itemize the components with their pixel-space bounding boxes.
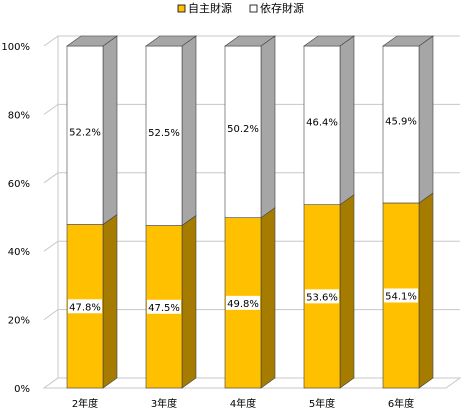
y-tick-label: 100% [1,42,30,53]
bar-dependent-revenue [303,45,341,205]
x-tick-label: 5年度 [309,397,335,410]
data-label-bg [147,299,181,314]
data-label-dependent-revenue: 45.9% [385,116,417,127]
y-tick-label: 40% [8,247,30,258]
bar-top-face [382,35,434,47]
y-tick-label: 0% [14,384,30,395]
data-label-dependent-revenue: 50.2% [227,124,259,135]
x-tick-label: 4年度 [230,397,256,410]
legend-label: 依存財源 [260,1,304,15]
legend: 自主財源 依存財源 [177,1,304,15]
bar-dependent-revenue [66,45,104,225]
bar-side-dependent-revenue [181,35,197,227]
bar-top-face [145,35,197,47]
bar-dependent-revenue [382,45,420,204]
bar-dependent-revenue [224,45,262,218]
y-tick-label: 20% [8,316,30,327]
bars: 47.8% 52.2% 47.5% 52.5% 49.8% 50.2% 53.6% 46.4%… [66,35,434,389]
bar-side-dependent-revenue [260,35,276,219]
bar-side-own-revenue [260,207,276,389]
data-label-own-revenue: 47.8% [69,302,101,313]
bar-side-dependent-revenue [418,35,434,204]
data-label-bg [226,295,260,310]
bar-side-own-revenue [181,214,197,389]
legend-swatch [249,4,258,13]
x-tick-label: 6年度 [388,397,414,410]
bar-side-dependent-revenue [339,35,355,206]
bar-side-own-revenue [339,194,355,389]
legend-label: 自主財源 [188,1,232,15]
y-tick-label: 80% [8,110,30,121]
data-label-bg [305,289,339,304]
bar-top-face [303,35,355,47]
legend-swatch [177,4,186,13]
x-tick-label: 3年度 [151,397,177,410]
bar-dependent-revenue [145,45,183,226]
data-label-bg [384,288,418,303]
bar-side-dependent-revenue [102,35,118,226]
data-label-dependent-revenue: 52.2% [69,127,101,138]
data-label-dependent-revenue: 46.4% [306,117,338,128]
data-label-dependent-revenue: 52.5% [148,128,180,139]
data-label-own-revenue: 54.1% [385,291,417,302]
data-label-bg [68,299,102,314]
y-tick-label: 60% [8,179,30,190]
data-label-own-revenue: 47.5% [148,303,180,314]
data-label-own-revenue: 49.8% [227,299,259,310]
x-tick-label: 2年度 [72,397,98,410]
bar-top-face [66,35,118,47]
bar-top-face [224,35,276,47]
bar-side-own-revenue [418,192,434,389]
bar-side-own-revenue [102,213,118,389]
axes: 0% 20% 40% 60% 80% 100% 2年度 3年度 4年度 5年度 6年度 [1,42,414,410]
data-label-own-revenue: 53.6% [306,292,338,303]
